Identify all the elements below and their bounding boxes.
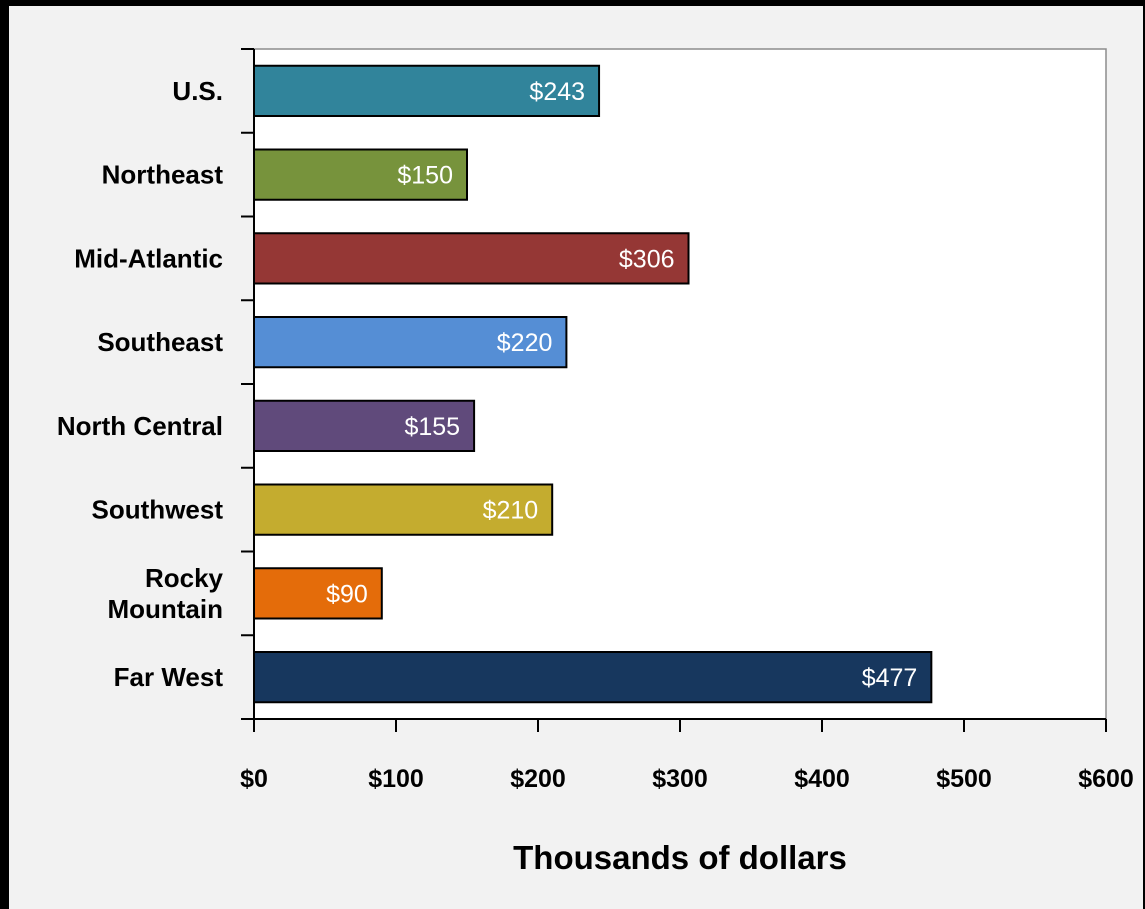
category-label-line: Far West: [114, 662, 224, 692]
category-label-line: Mountain: [107, 594, 223, 624]
category-label-line: Southeast: [97, 327, 223, 357]
x-tick-label: $100: [368, 765, 424, 793]
x-tick-label: $400: [794, 765, 850, 793]
category-label-line: Mid-Atlantic: [74, 243, 223, 273]
category-label-4: North Central: [57, 411, 223, 441]
category-label-line: Northeast: [102, 160, 224, 190]
category-label-line: Southwest: [92, 495, 224, 525]
x-axis-title: Thousands of dollars: [513, 839, 847, 876]
data-label-6: $90: [326, 580, 368, 608]
bar-1: [253, 148, 468, 201]
x-tick-label: $0: [240, 765, 268, 793]
category-label-line: North Central: [57, 411, 223, 441]
category-label-5: Southwest: [92, 495, 224, 525]
data-label-1: $150: [397, 162, 453, 190]
category-label-3: Southeast: [97, 327, 223, 357]
category-label-0: U.S.: [172, 76, 223, 106]
x-tick-label: $200: [510, 765, 566, 793]
labels-layer: $243 U.S. $150 Northeast $306 Mid-Atlantic $22…: [57, 76, 1134, 793]
data-label-5: $210: [483, 497, 539, 525]
category-label-1: Northeast: [102, 160, 224, 190]
category-label-line: Rocky: [145, 563, 224, 593]
data-label-4: $155: [404, 413, 460, 441]
bar-6: [253, 567, 383, 620]
x-tick-label: $300: [652, 765, 708, 793]
data-label-7: $477: [862, 664, 918, 692]
data-label-0: $243: [529, 78, 585, 106]
bar-7: [253, 651, 933, 704]
bar-0: [253, 64, 601, 117]
axes-layer: [241, 48, 1107, 732]
data-label-3: $220: [497, 329, 553, 357]
category-label-line: U.S.: [172, 76, 223, 106]
x-tick-label: $600: [1078, 765, 1134, 793]
category-label-6: Rocky Mountain: [107, 563, 223, 624]
data-label-2: $306: [619, 245, 675, 273]
bar-5: [253, 483, 554, 536]
bars-layer: [253, 64, 933, 704]
x-tick-label: $500: [936, 765, 992, 793]
category-label-7: Far West: [114, 662, 224, 692]
category-label-2: Mid-Atlantic: [74, 243, 223, 273]
